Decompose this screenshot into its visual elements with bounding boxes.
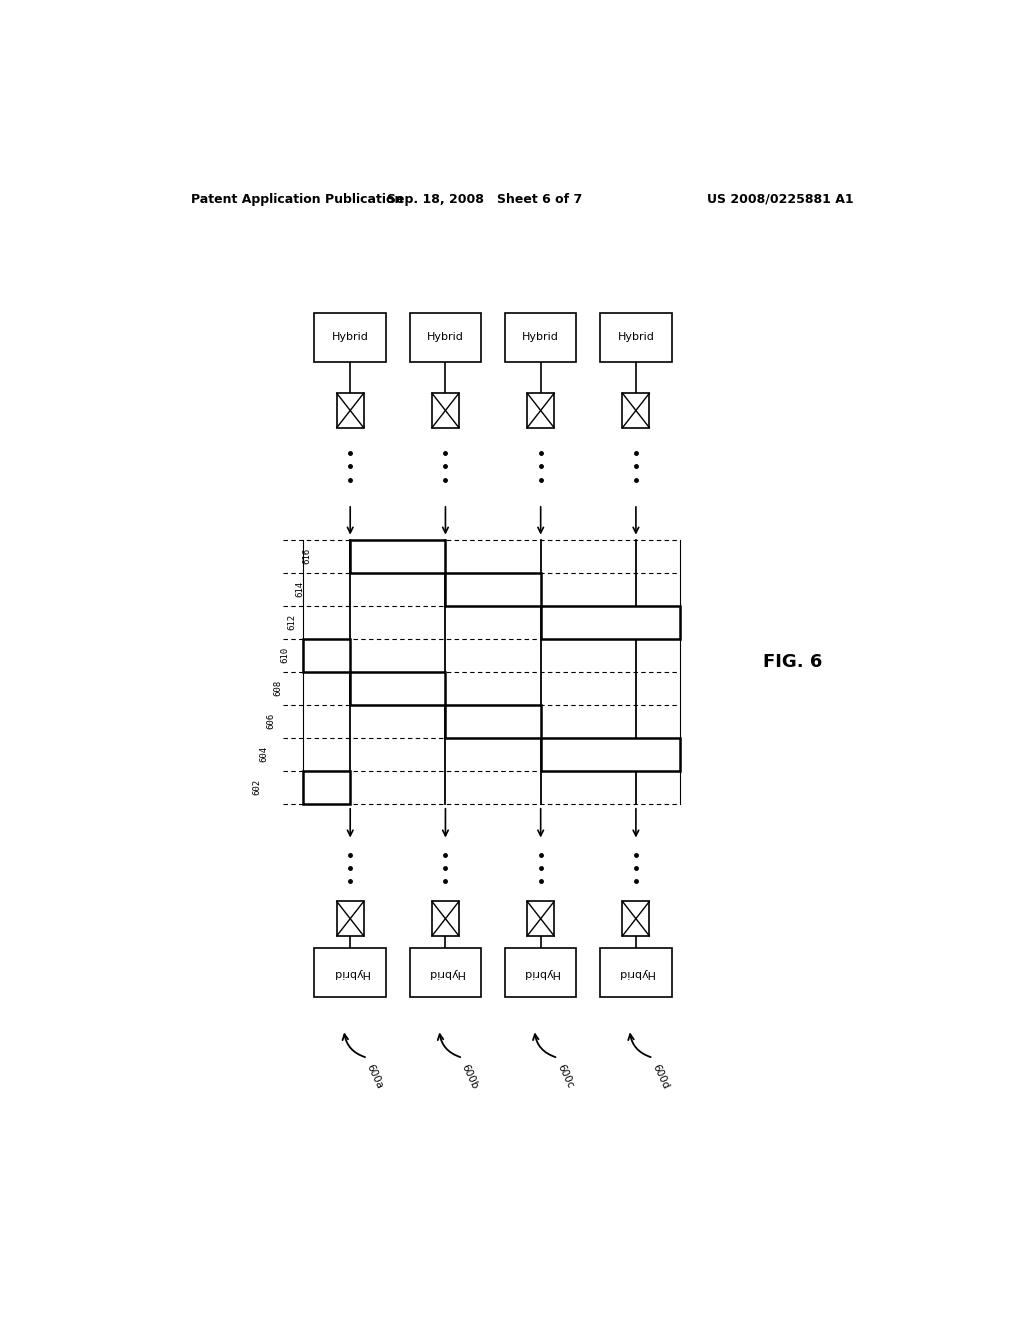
Bar xyxy=(410,313,481,362)
Text: 616: 616 xyxy=(302,548,311,564)
Text: Hybrid: Hybrid xyxy=(332,968,369,978)
Bar xyxy=(541,738,680,771)
Text: Hybrid: Hybrid xyxy=(617,968,654,978)
Bar xyxy=(350,672,445,705)
Bar xyxy=(410,948,481,997)
Bar xyxy=(337,393,364,428)
Text: 602: 602 xyxy=(252,779,261,796)
Bar xyxy=(505,948,577,997)
Bar xyxy=(350,540,445,573)
Bar xyxy=(527,902,554,936)
Text: 614: 614 xyxy=(295,581,304,597)
Text: 610: 610 xyxy=(281,647,290,663)
Text: Hybrid: Hybrid xyxy=(617,333,654,342)
Bar xyxy=(527,393,554,428)
Text: Sep. 18, 2008   Sheet 6 of 7: Sep. 18, 2008 Sheet 6 of 7 xyxy=(387,193,583,206)
Text: 612: 612 xyxy=(288,614,297,630)
Bar xyxy=(337,902,364,936)
Bar xyxy=(314,313,386,362)
Text: Patent Application Publication: Patent Application Publication xyxy=(191,193,403,206)
Bar xyxy=(600,948,672,997)
Text: Hybrid: Hybrid xyxy=(427,968,464,978)
Text: FIG. 6: FIG. 6 xyxy=(763,652,822,671)
Text: 600c: 600c xyxy=(555,1063,574,1090)
Bar xyxy=(445,573,541,606)
Bar xyxy=(505,313,577,362)
Bar xyxy=(541,606,680,639)
Text: Hybrid: Hybrid xyxy=(522,333,559,342)
Text: 608: 608 xyxy=(273,680,283,696)
Text: 600d: 600d xyxy=(650,1063,671,1092)
Bar xyxy=(623,902,649,936)
Text: Hybrid: Hybrid xyxy=(522,968,559,978)
Text: 606: 606 xyxy=(266,713,275,729)
Text: 600b: 600b xyxy=(460,1063,480,1092)
Text: US 2008/0225881 A1: US 2008/0225881 A1 xyxy=(708,193,854,206)
Bar xyxy=(314,948,386,997)
Bar xyxy=(432,902,459,936)
Text: Hybrid: Hybrid xyxy=(427,333,464,342)
Text: 604: 604 xyxy=(259,746,268,763)
Text: Hybrid: Hybrid xyxy=(332,333,369,342)
Bar xyxy=(303,639,350,672)
Bar xyxy=(600,313,672,362)
Text: 600a: 600a xyxy=(365,1063,385,1090)
Bar xyxy=(445,705,541,738)
Bar xyxy=(303,771,350,804)
Bar xyxy=(623,393,649,428)
Bar xyxy=(432,393,459,428)
